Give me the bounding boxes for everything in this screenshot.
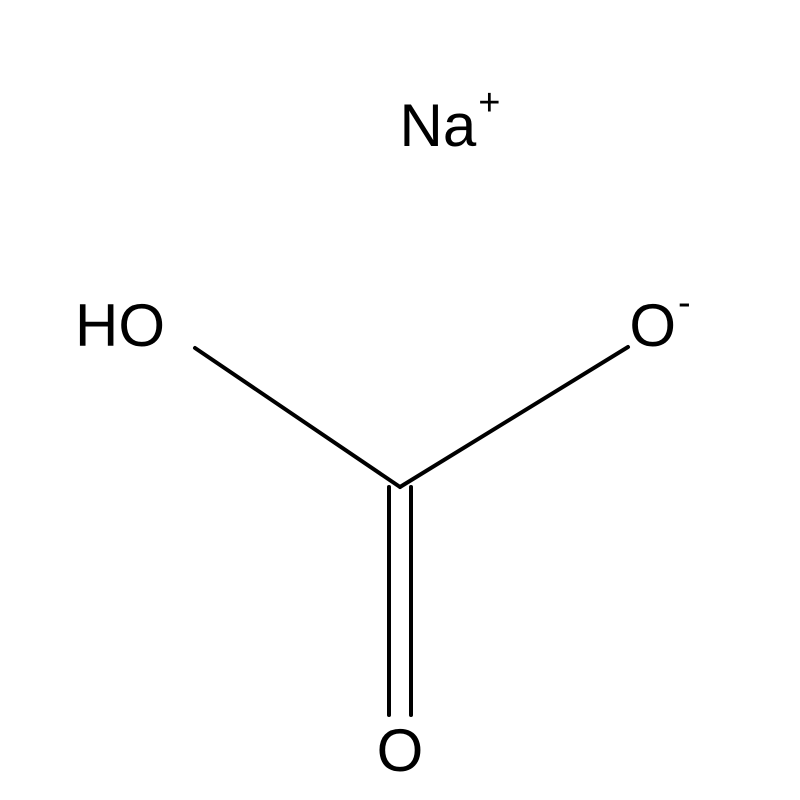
molecule-diagram: Na+ HO O- O: [0, 0, 800, 800]
sodium-label: Na+: [400, 82, 501, 159]
labels-group: Na+ HO O- O: [75, 82, 691, 784]
oxide-label: O-: [629, 282, 690, 359]
hydroxyl-label: HO: [75, 292, 165, 359]
bonds-group: [195, 347, 628, 715]
carbonyl-oxygen-label: O: [377, 717, 424, 784]
